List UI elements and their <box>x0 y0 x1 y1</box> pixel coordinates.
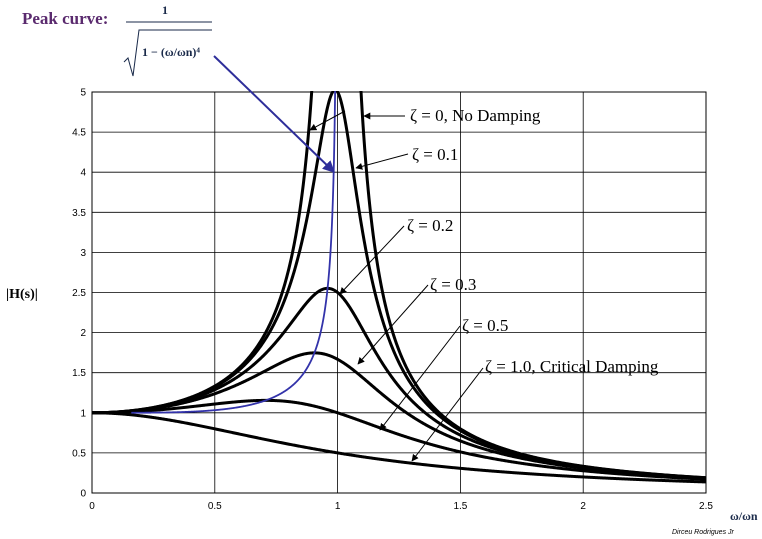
y-tick-label: 4 <box>80 168 86 179</box>
formula-numerator: 1 <box>162 3 168 17</box>
y-tick-label: 1 <box>80 408 86 419</box>
grid <box>91 91 707 494</box>
label-zeta-0-3: ζ = 0.3 <box>430 275 476 294</box>
y-tick-label: 3 <box>80 248 86 259</box>
peak-formula: 1 1 − (ω/ωn)⁴ <box>123 3 212 77</box>
curve-zeta-0-3 <box>92 351 706 480</box>
x-tick-label: 0.5 <box>208 501 222 512</box>
y-tick-label: 2 <box>80 328 86 339</box>
y-tick-label: 0 <box>80 489 86 500</box>
chart-title: Peak curve: <box>22 9 108 28</box>
curve-zeta-0-5 <box>92 398 706 481</box>
credit-text: Dirceu Rodrigues Jr <box>672 529 735 536</box>
curve-zeta-0-2 <box>92 286 706 480</box>
formula-denominator: 1 − (ω/ωn)⁴ <box>142 45 200 59</box>
annotation-arrow <box>339 225 405 295</box>
sqrt-sign <box>123 29 212 77</box>
y-axis-label: |H(s)| <box>6 287 38 302</box>
label-zeta-0: ζ = 0, No Damping <box>410 106 541 125</box>
curve-peak <box>131 91 337 414</box>
annotation-arrow <box>379 325 461 431</box>
annotations: ζ = 0, No Damping ζ = 0.1 ζ = 0.2 ζ = 0.3 ζ … <box>213 55 659 462</box>
annotation-arrow <box>309 110 346 131</box>
label-zeta-0-5: ζ = 0.5 <box>462 316 508 335</box>
y-tick-label: 4.5 <box>72 128 86 139</box>
curves <box>92 91 706 484</box>
curve-zeta-1 <box>92 411 706 484</box>
x-tick-label: 1 <box>335 501 341 512</box>
x-axis-label: ω/ωn <box>730 509 758 523</box>
peak-curve-arrow <box>213 55 335 173</box>
x-tick-label: 0 <box>89 501 95 512</box>
annotation-arrow <box>357 284 429 365</box>
annotation-arrow <box>355 153 409 170</box>
curve-zeta-0 <box>92 91 706 480</box>
y-tick-label: 1.5 <box>72 368 86 379</box>
label-zeta-1: ζ = 1.0, Critical Damping <box>485 357 659 376</box>
tick-labels: 0 0.5 1 1.5 2 2.5 0 0.5 1 1.5 2 2.5 3 3.5 4 4.5 5 <box>72 88 713 513</box>
y-tick-label: 3.5 <box>72 208 86 219</box>
x-axis-label-text: ω/ωn <box>730 509 758 523</box>
curve-zeta-0-1 <box>92 91 706 480</box>
y-tick-label: 0.5 <box>72 448 86 459</box>
x-tick-label: 1.5 <box>453 501 467 512</box>
x-tick-label: 2.5 <box>699 501 713 512</box>
y-tick-label: 2.5 <box>72 288 86 299</box>
label-zeta-0-2: ζ = 0.2 <box>407 216 453 235</box>
y-tick-label: 5 <box>80 88 86 99</box>
annotation-arrow <box>411 367 484 462</box>
label-zeta-0-1: ζ = 0.1 <box>412 145 458 164</box>
x-tick-label: 2 <box>580 501 586 512</box>
